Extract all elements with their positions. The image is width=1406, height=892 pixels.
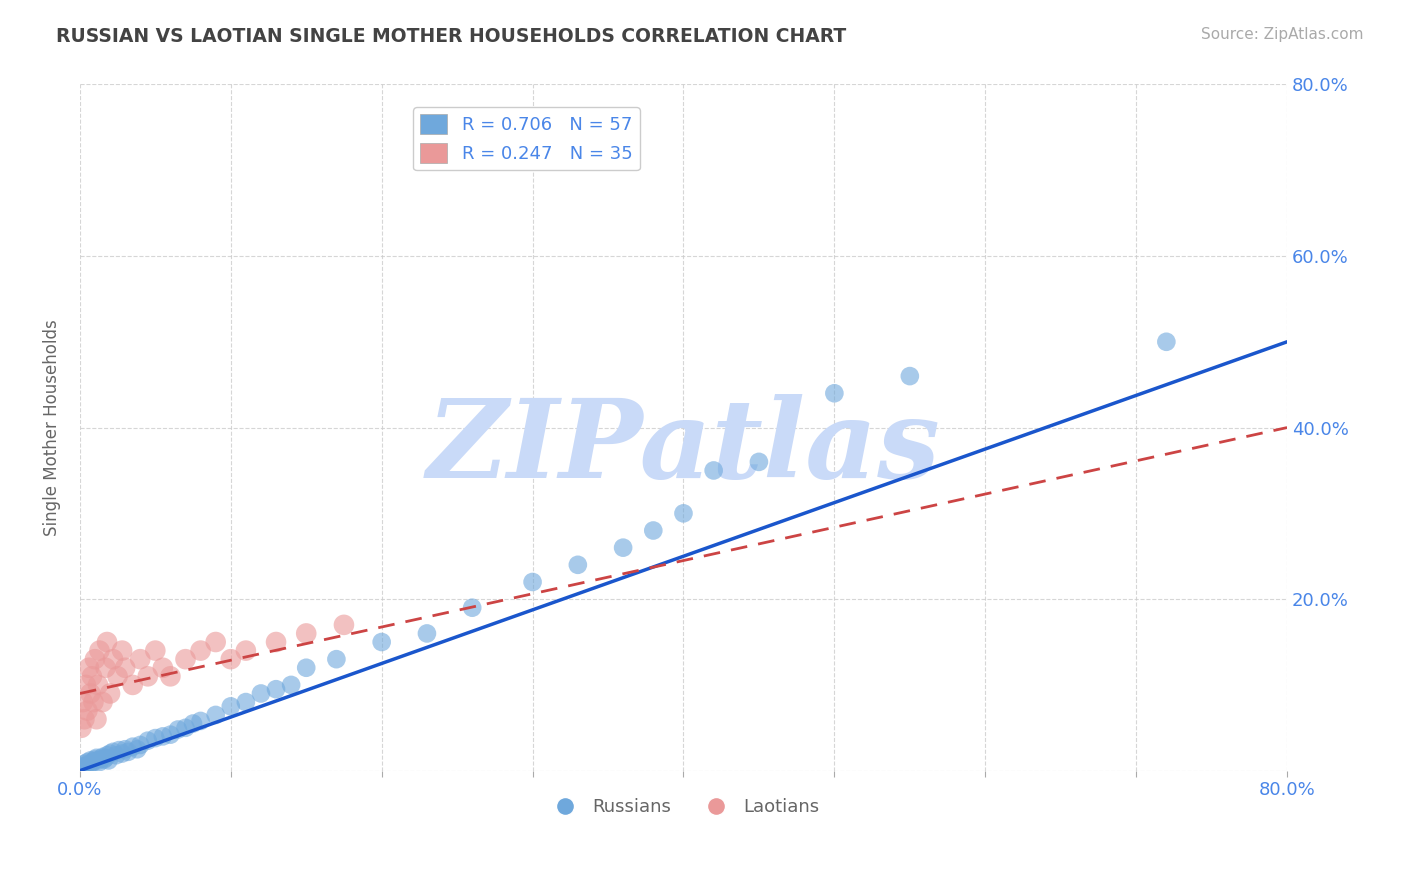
Point (250, 686, 273, 700)
Point (823, 386, 845, 401)
Point (325, 652, 347, 666)
Point (174, 721, 197, 735)
Point (105, 748, 128, 763)
Point (295, 661, 318, 675)
Point (86, 751, 108, 765)
Point (107, 669, 129, 683)
Point (204, 635, 226, 649)
Point (87, 753, 110, 767)
Point (93, 753, 115, 767)
Point (643, 524, 665, 538)
Point (190, 643, 212, 657)
Point (75, 758, 97, 772)
Point (127, 742, 149, 756)
Point (97, 753, 120, 767)
Point (94, 751, 117, 765)
Point (370, 635, 392, 649)
Point (152, 730, 174, 744)
Point (98, 686, 121, 700)
Point (264, 682, 287, 697)
Y-axis label: Single Mother Households: Single Mother Households (44, 319, 60, 536)
Point (73, 756, 96, 771)
Point (94, 661, 117, 675)
Point (567, 558, 589, 572)
Point (73, 712, 96, 726)
Point (70, 721, 93, 735)
Point (79, 686, 101, 700)
Point (91, 750, 114, 764)
Point (101, 745, 124, 759)
Point (748, 455, 770, 469)
Point (522, 574, 544, 589)
Point (121, 739, 143, 754)
Point (159, 669, 181, 683)
Point (898, 369, 921, 384)
Point (111, 747, 134, 761)
Text: RUSSIAN VS LAOTIAN SINGLE MOTHER HOUSEHOLDS CORRELATION CHART: RUSSIAN VS LAOTIAN SINGLE MOTHER HOUSEHO… (56, 27, 846, 45)
Point (108, 743, 131, 757)
Point (89, 643, 111, 657)
Point (72, 695, 94, 709)
Point (129, 738, 152, 752)
Point (114, 742, 136, 756)
Point (461, 600, 484, 615)
Point (101, 652, 124, 666)
Point (72, 759, 94, 773)
Text: Source: ZipAtlas.com: Source: ZipAtlas.com (1201, 27, 1364, 42)
Point (152, 661, 174, 675)
Point (174, 652, 197, 666)
Point (703, 463, 725, 477)
Point (143, 731, 166, 745)
Point (76, 704, 98, 718)
Point (114, 661, 136, 675)
Point (204, 707, 226, 722)
Point (235, 643, 257, 657)
Point (96, 635, 118, 649)
Point (76, 755, 98, 769)
Point (264, 635, 287, 649)
Point (219, 699, 242, 714)
Point (333, 618, 356, 632)
Point (190, 714, 212, 728)
Point (143, 643, 166, 657)
Point (111, 643, 134, 657)
Point (75, 678, 97, 692)
Point (84, 753, 107, 767)
Point (280, 678, 302, 692)
Text: ZIPatlas: ZIPatlas (426, 394, 941, 502)
Point (235, 695, 257, 709)
Point (295, 626, 318, 640)
Point (672, 507, 695, 521)
Point (136, 669, 159, 683)
Point (82, 695, 104, 709)
Point (80, 669, 103, 683)
Point (84, 652, 107, 666)
Point (136, 733, 159, 747)
Point (91, 695, 114, 709)
Point (1156, 334, 1178, 349)
Point (121, 678, 143, 692)
Point (159, 728, 181, 742)
Legend: Russians, Laotians: Russians, Laotians (540, 791, 827, 823)
Point (77, 757, 100, 772)
Point (98, 747, 121, 761)
Point (416, 626, 439, 640)
Point (96, 748, 118, 763)
Point (129, 652, 152, 666)
Point (87, 678, 110, 692)
Point (79, 753, 101, 767)
Point (167, 723, 190, 737)
Point (77, 661, 100, 675)
Point (82, 754, 104, 768)
Point (86, 712, 108, 726)
Point (612, 541, 634, 555)
Point (117, 745, 139, 759)
Point (90, 752, 112, 766)
Point (219, 652, 242, 666)
Point (181, 716, 204, 731)
Point (89, 755, 111, 769)
Point (80, 756, 103, 770)
